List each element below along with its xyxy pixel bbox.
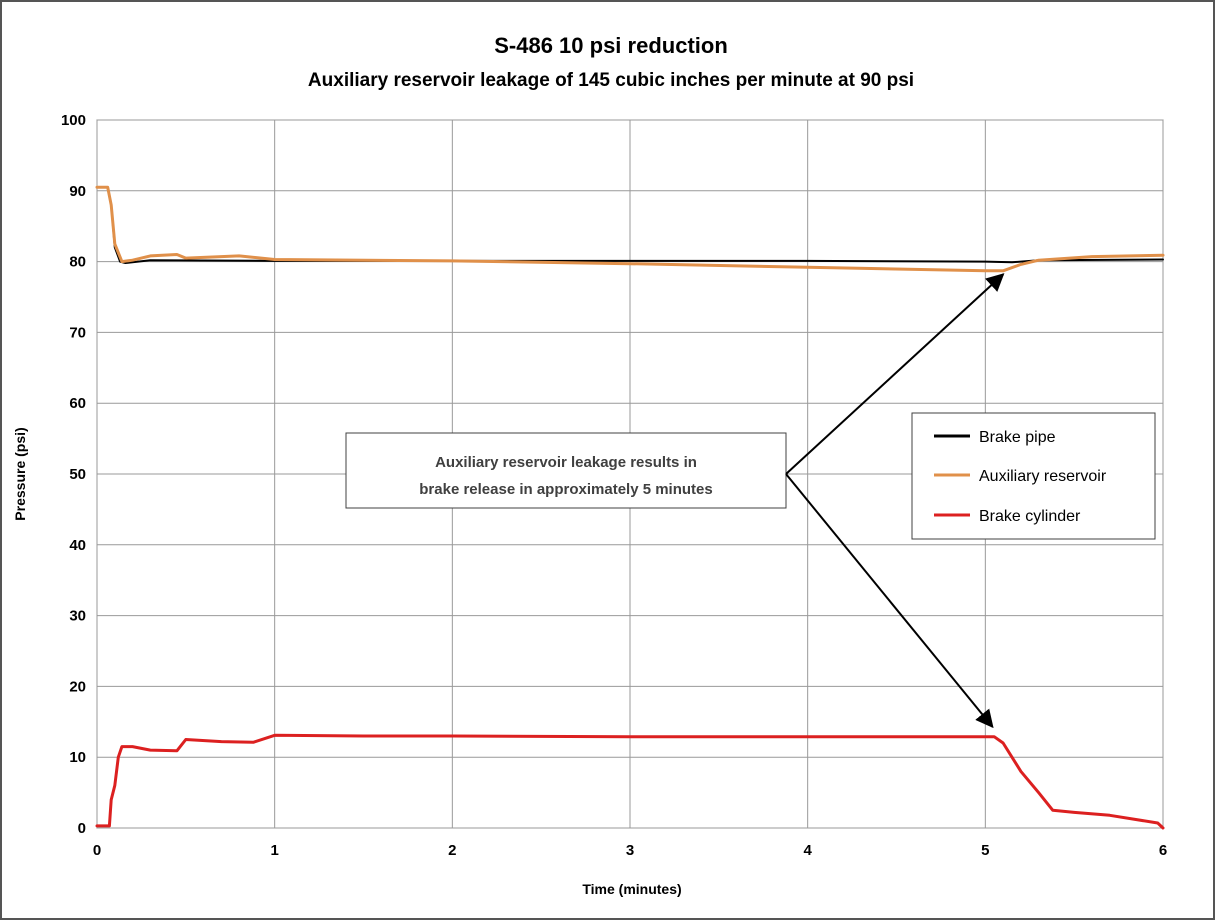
y-tick-label: 20 — [69, 678, 86, 695]
legend-label-auxiliary-reservoir: Auxiliary reservoir — [979, 468, 1107, 485]
x-tick-label: 2 — [448, 842, 456, 859]
annotation-line-1: Auxiliary reservoir leakage results in — [435, 454, 697, 471]
x-tick-label: 0 — [93, 842, 101, 859]
y-tick-label: 60 — [69, 395, 86, 412]
annotation-arrows — [785, 273, 1005, 729]
legend-label-brake-pipe: Brake pipe — [979, 429, 1056, 446]
legend: Brake pipe Auxiliary reservoir Brake cyl… — [911, 412, 1156, 540]
x-tick-label: 3 — [626, 842, 634, 859]
annotation-arrow — [785, 473, 994, 729]
annotation-box — [345, 432, 787, 509]
series-line-brake-cylinder — [95, 733, 1165, 830]
chart-subtitle: Auxiliary reservoir leakage of 145 cubic… — [308, 70, 914, 91]
x-tick-label: 4 — [803, 842, 812, 859]
y-tick-label: 40 — [69, 537, 86, 554]
x-tick-label: 5 — [981, 842, 989, 859]
x-tick-label: 1 — [270, 842, 278, 859]
series-line-auxiliary-reservoir — [95, 185, 1165, 273]
y-axis-label: Pressure (psi) — [12, 427, 28, 520]
annotation-arrow — [785, 273, 1005, 475]
x-axis-label: Time (minutes) — [582, 881, 681, 897]
y-tick-label: 30 — [69, 608, 86, 625]
x-tick-label: 6 — [1159, 842, 1167, 859]
legend-label-brake-cylinder: Brake cylinder — [979, 508, 1081, 525]
y-tick-label: 100 — [61, 112, 86, 129]
y-tick-label: 70 — [69, 324, 86, 341]
data-series — [95, 185, 1165, 830]
annotation-line-2: brake release in approximately 5 minutes — [419, 481, 712, 498]
y-tick-label: 10 — [69, 749, 86, 766]
y-tick-label: 80 — [69, 254, 86, 271]
annotation-callout: Auxiliary reservoir leakage results in b… — [345, 273, 1005, 729]
chart-title: S-486 10 psi reduction — [494, 33, 728, 58]
y-tick-label: 90 — [69, 183, 86, 200]
y-tick-label: 50 — [69, 466, 86, 483]
y-tick-label: 0 — [78, 820, 86, 837]
